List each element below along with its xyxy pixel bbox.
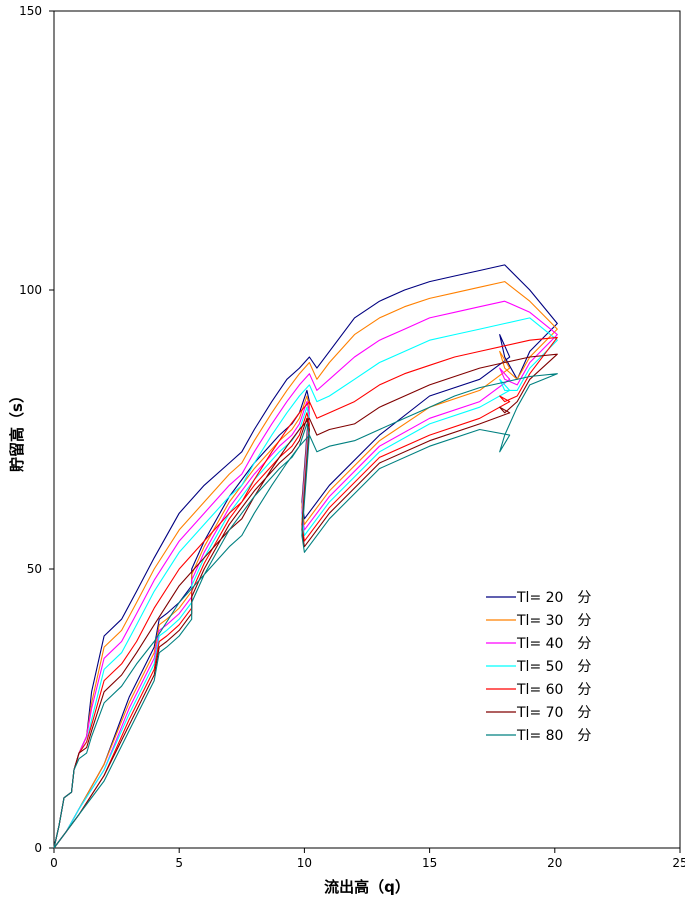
legend-label-5: Tl= 60 分: [516, 682, 591, 698]
legend-label-7: Tl= 80 分: [516, 728, 591, 744]
x-axis-ticks: 0 5 10 15 20 25: [50, 848, 685, 870]
x-tick-label: 20: [547, 856, 562, 870]
y-axis-title: 貯留高（s）: [8, 388, 26, 472]
legend-label-1: Tl= 20 分: [516, 590, 591, 606]
x-axis-title: 流出高（q）: [324, 878, 410, 896]
x-tick-label: 0: [50, 856, 58, 870]
legend-label-2: Tl= 30 分: [516, 613, 591, 629]
x-tick-label: 25: [672, 856, 685, 870]
series-layer: [53, 264, 558, 849]
x-tick-label: 10: [297, 856, 312, 870]
legend: Tl= 20 分 Tl= 30 分 Tl= 40 分 Tl= 50 分 Tl= 60 分…: [486, 590, 591, 744]
x-tick-label: 15: [422, 856, 437, 870]
legend-label-6: Tl= 70 分: [516, 705, 591, 721]
series-line-4: [53, 317, 558, 849]
y-tick-label: 50: [27, 562, 42, 576]
y-tick-label: 150: [19, 4, 42, 18]
legend-label-3: Tl= 40 分: [516, 636, 591, 652]
legend-label-4: Tl= 50 分: [516, 659, 591, 675]
series-line-1: [53, 264, 558, 849]
series-line-7: [53, 373, 558, 849]
y-axis-ticks: 0 50 100 150: [19, 4, 54, 855]
series-line-6: [53, 353, 558, 849]
plot-area: [53, 10, 681, 849]
y-tick-label: 100: [19, 283, 42, 297]
y-tick-label: 0: [34, 841, 42, 855]
series-line-3: [53, 300, 558, 849]
x-tick-label: 5: [175, 856, 183, 870]
